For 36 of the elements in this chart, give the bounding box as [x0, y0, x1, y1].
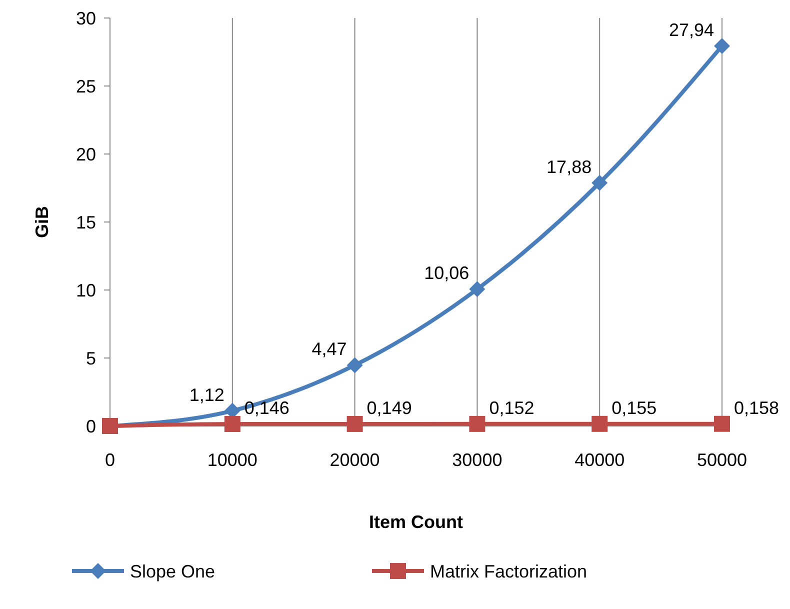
data-label: 1,12 [189, 384, 224, 405]
x-tick-label: 40000 [574, 450, 625, 470]
point [592, 174, 608, 191]
x-tick-label: 20000 [330, 450, 380, 470]
y-tick-label: 0 [86, 416, 96, 436]
point [346, 357, 363, 374]
y-tick-label: 10 [76, 280, 96, 300]
data-label: 10,06 [424, 263, 470, 284]
point [224, 416, 240, 432]
point [592, 416, 608, 432]
x-tick-label: 50000 [696, 450, 748, 470]
y-tick-label: 25 [76, 76, 96, 96]
y-axis-title: GiB [32, 206, 52, 238]
data-label: 0,152 [489, 398, 534, 418]
y-tick-label: 30 [76, 8, 96, 28]
point [469, 281, 486, 298]
point [714, 416, 730, 432]
point [346, 416, 363, 432]
data-label: 4,47 [312, 339, 347, 360]
legend-label: Slope One [130, 561, 216, 582]
point [714, 38, 730, 54]
x-tick-label: 30000 [452, 450, 502, 470]
data-label: 27,94 [668, 20, 714, 40]
x-tick-label: 10000 [207, 450, 258, 470]
y-tick-label: 15 [76, 212, 96, 232]
y-tick-label: 5 [86, 348, 96, 368]
data-label: 0,149 [366, 398, 412, 418]
legend-label: Matrix Factorization [430, 561, 588, 582]
y-tick-label: 20 [76, 144, 96, 164]
point [469, 416, 486, 432]
data-label: 0,158 [734, 398, 780, 418]
x-axis-title: Item Count [369, 512, 463, 532]
data-label: 0,146 [244, 398, 290, 418]
data-label: 17,88 [546, 156, 592, 177]
data-label: 0,155 [612, 398, 657, 418]
x-tick-label: 0 [104, 450, 116, 470]
